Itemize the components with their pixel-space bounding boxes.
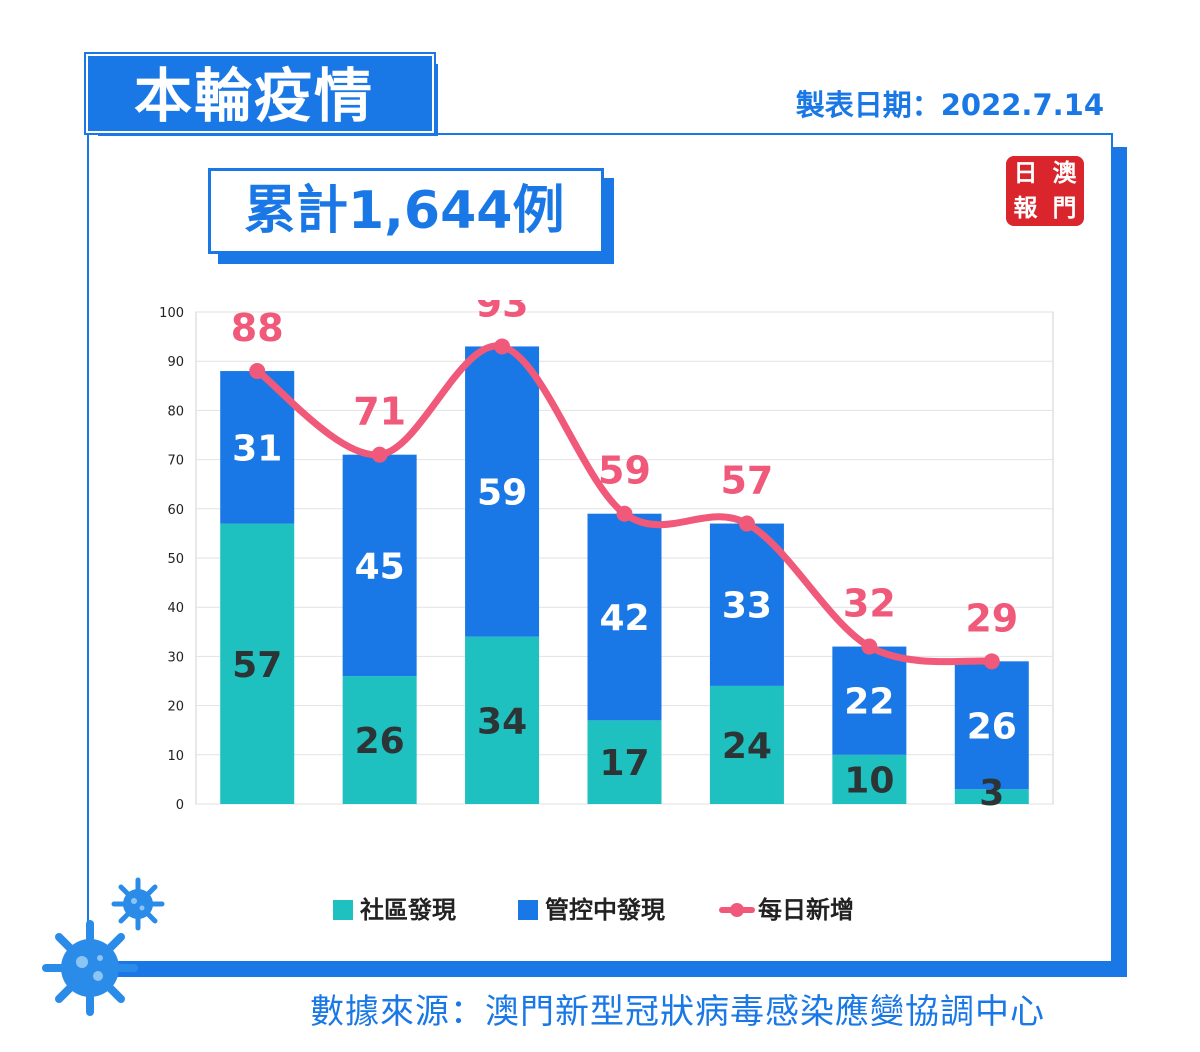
data-label-controlled: 59: [477, 473, 527, 514]
point-daily-total: [494, 338, 511, 355]
data-label-daily-total: 93: [476, 300, 529, 325]
virus-icon-small: [111, 877, 165, 931]
page-title: 本輪疫情: [134, 62, 375, 130]
point-daily-total: [616, 505, 633, 522]
data-label-community: 34: [477, 701, 527, 742]
y-tick-label: 30: [167, 650, 184, 665]
data-label-daily-total: 57: [720, 459, 773, 503]
legend-swatch-controlled: [518, 900, 538, 920]
virus-icon-large: [42, 920, 138, 1016]
data-label-controlled: 26: [967, 706, 1017, 747]
y-tick-label: 0: [176, 798, 184, 813]
data-label-daily-total: 88: [231, 306, 284, 350]
data-label-community: 10: [844, 760, 894, 801]
point-daily-total: [371, 446, 388, 463]
seal-char: 報: [1013, 194, 1038, 222]
point-daily-total: [861, 638, 878, 655]
point-daily-total: [249, 363, 266, 380]
y-tick-label: 40: [167, 601, 184, 616]
bar-community: [832, 754, 907, 804]
data-label-community: 26: [355, 721, 405, 762]
bar-controlled: [832, 646, 907, 755]
bar-controlled: [709, 523, 784, 686]
title-box: [84, 52, 436, 135]
data-label-daily-total: 29: [965, 596, 1018, 640]
total-box: [208, 168, 604, 254]
y-tick-label: 70: [167, 454, 184, 469]
bar-community: [587, 720, 662, 804]
y-tick-label: 90: [167, 355, 184, 370]
bar-community: [709, 685, 784, 804]
y-tick-label: 50: [167, 552, 184, 567]
seal-char: 門: [1052, 194, 1077, 222]
bar-community: [342, 676, 417, 804]
bar-controlled: [465, 346, 540, 637]
legend-swatch-daily-dot: [730, 903, 744, 917]
bar-community: [954, 789, 1029, 804]
legend-swatch-community: [333, 900, 353, 920]
data-label-community: 24: [722, 726, 772, 767]
legend-label-daily: 每日新增: [758, 896, 854, 924]
stacked-bar-line-chart: 01020304050607080901007月7日7月8日7月9日7月10日7…: [159, 300, 1054, 814]
data-label-daily-total: 32: [843, 582, 896, 626]
data-label-daily-total: 59: [598, 449, 651, 493]
newspaper-seal-logo: 日 澳 報 門: [1006, 156, 1084, 226]
data-label-community: 57: [232, 645, 282, 686]
legend-label-controlled: 管控中發現: [545, 896, 665, 924]
y-tick-label: 10: [167, 749, 184, 764]
date-label: 製表日期：2022.7.14: [795, 88, 1104, 122]
y-tick-label: 80: [167, 404, 184, 419]
data-source: 數據來源：澳門新型冠狀病毒感染應變協調中心: [310, 992, 1045, 1032]
data-label-community: 3: [979, 773, 1004, 814]
y-tick-label: 20: [167, 700, 184, 715]
bar-community: [220, 523, 295, 804]
total-label: 累計1,644例: [244, 181, 565, 241]
data-label-daily-total: 71: [353, 390, 406, 434]
bar-controlled: [954, 661, 1029, 790]
chart-legend: 社區發現 管控中發現 每日新增: [333, 896, 854, 924]
data-label-controlled: 31: [232, 428, 282, 469]
point-daily-total: [983, 653, 1000, 670]
data-label-controlled: 45: [355, 546, 405, 587]
bar-controlled: [342, 454, 417, 677]
data-label-controlled: 42: [599, 598, 649, 639]
point-daily-total: [738, 515, 755, 532]
data-label-community: 17: [599, 743, 649, 784]
y-tick-label: 60: [167, 503, 184, 518]
seal-char: 澳: [1052, 159, 1077, 187]
bar-controlled: [587, 513, 662, 721]
data-label-controlled: 22: [844, 682, 894, 723]
legend-label-community: 社區發現: [360, 896, 456, 924]
bar-community: [465, 636, 540, 804]
y-tick-label: 100: [159, 306, 184, 321]
data-label-controlled: 33: [722, 586, 772, 627]
seal-char: 日: [1013, 159, 1038, 187]
